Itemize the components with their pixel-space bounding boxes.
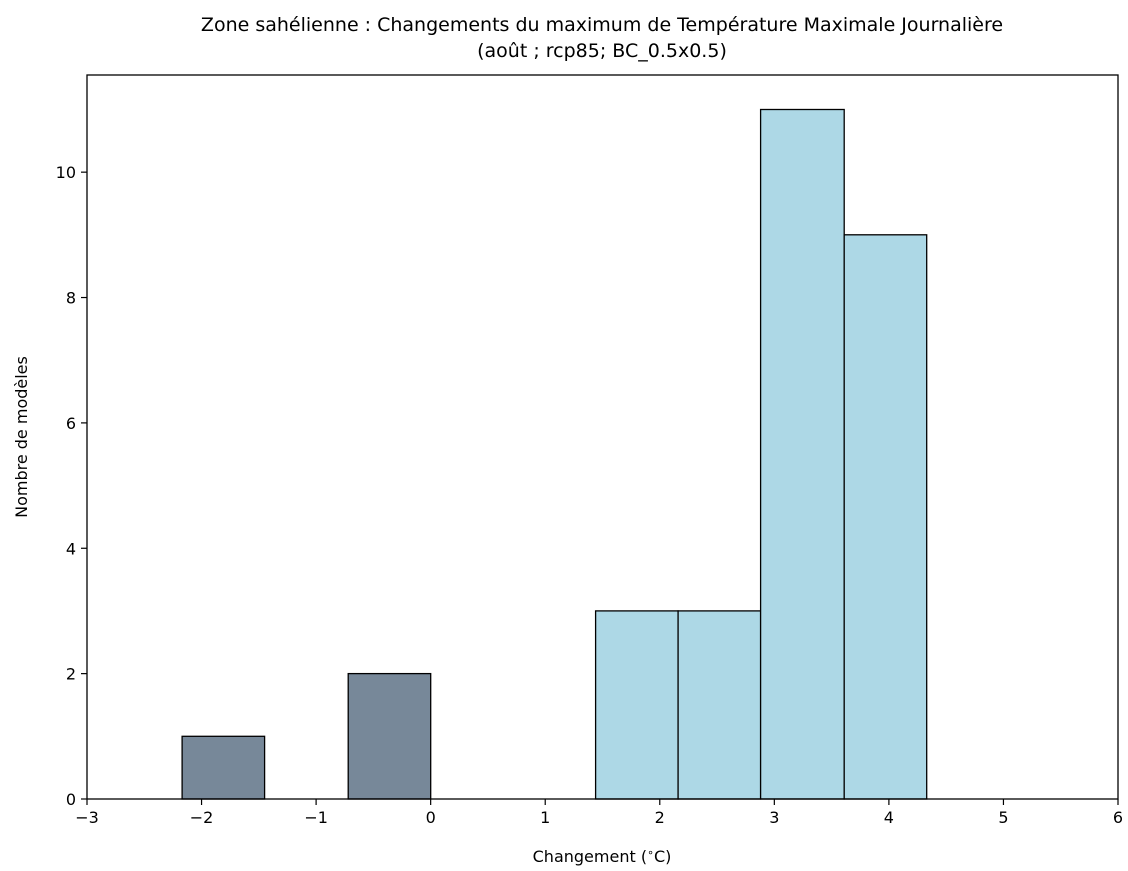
histogram-bars <box>181 108 928 800</box>
y-tick-label: 2 <box>66 665 76 684</box>
y-tick-label: 0 <box>66 790 76 809</box>
x-tick-label: −1 <box>304 808 328 827</box>
y-tick-label: 6 <box>66 414 76 433</box>
x-tick-label: −2 <box>190 808 214 827</box>
plot-frame <box>86 74 1119 800</box>
x-axis: −3 −2 −1 0 1 2 3 4 5 6 <box>75 799 1123 827</box>
x-tick-label: 4 <box>884 808 894 827</box>
x-tick-label: 5 <box>998 808 1008 827</box>
chart-title: Zone sahélienne : Changements du maximum… <box>201 14 1003 36</box>
y-axis-label: Nombre de modèles <box>12 356 31 518</box>
histogram-bar <box>181 735 266 800</box>
chart-subtitle: (août ; rcp85; BC_0.5x0.5) <box>477 40 727 62</box>
x-tick-label: 0 <box>426 808 436 827</box>
y-axis: 0 2 4 6 8 10 <box>56 163 87 809</box>
y-tick-label: 8 <box>66 289 76 308</box>
x-tick-label: 3 <box>769 808 779 827</box>
y-tick-label: 4 <box>66 539 76 558</box>
histogram-bar <box>594 610 679 800</box>
x-tick-label: 6 <box>1113 808 1123 827</box>
x-tick-label: 1 <box>540 808 550 827</box>
y-tick-label: 10 <box>56 163 76 182</box>
histogram-bar <box>843 234 928 800</box>
histogram-bar <box>677 610 762 800</box>
x-tick-label: 2 <box>655 808 665 827</box>
histogram-bar <box>347 672 432 800</box>
histogram-bar <box>759 108 845 800</box>
x-tick-label: −3 <box>75 808 99 827</box>
x-axis-label: Changement (∘C) <box>533 846 672 866</box>
